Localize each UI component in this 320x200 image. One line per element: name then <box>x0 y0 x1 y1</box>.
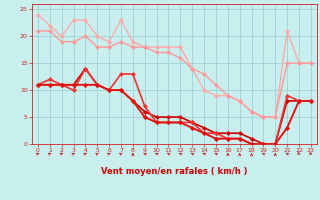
X-axis label: Vent moyen/en rafales ( km/h ): Vent moyen/en rafales ( km/h ) <box>101 167 248 176</box>
